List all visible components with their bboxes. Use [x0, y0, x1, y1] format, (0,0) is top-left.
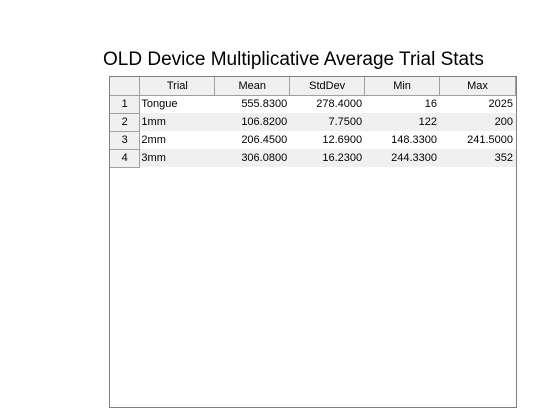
cell-max[interactable]: 352: [439, 149, 516, 167]
cell-max[interactable]: 200: [439, 113, 516, 131]
cell-min[interactable]: 244.3300: [364, 149, 441, 167]
stats-table: Trial Mean StdDev Min Max 1 Tongue 555.8…: [110, 77, 516, 168]
table-title: OLD Device Multiplicative Average Trial …: [103, 49, 484, 70]
cell-max[interactable]: 241.5000: [439, 131, 516, 149]
column-header-trial[interactable]: Trial: [139, 77, 216, 96]
cell-trial[interactable]: 3mm: [139, 149, 216, 167]
row-header[interactable]: 2: [110, 113, 141, 132]
table-row[interactable]: 4 3mm 306.0800 16.2300 244.3300 352: [110, 149, 516, 168]
column-header-min[interactable]: Min: [364, 77, 441, 96]
corner-header[interactable]: [110, 77, 141, 96]
cell-mean[interactable]: 106.8200: [214, 113, 291, 131]
cell-trial[interactable]: Tongue: [139, 95, 216, 113]
header-row: Trial Mean StdDev Min Max: [110, 77, 516, 96]
cell-mean[interactable]: 306.0800: [214, 149, 291, 167]
cell-stddev[interactable]: 12.6900: [289, 131, 366, 149]
cell-min[interactable]: 16: [364, 95, 441, 113]
row-header[interactable]: 3: [110, 131, 141, 150]
cell-stddev[interactable]: 16.2300: [289, 149, 366, 167]
cell-stddev[interactable]: 7.7500: [289, 113, 366, 131]
data-grid[interactable]: Trial Mean StdDev Min Max 1 Tongue 555.8…: [109, 76, 517, 408]
cell-trial[interactable]: 1mm: [139, 113, 216, 131]
row-header[interactable]: 4: [110, 149, 141, 168]
table-row[interactable]: 1 Tongue 555.8300 278.4000 16 2025: [110, 95, 516, 114]
column-header-mean[interactable]: Mean: [214, 77, 291, 96]
cell-max[interactable]: 2025: [439, 95, 516, 113]
cell-min[interactable]: 148.3300: [364, 131, 441, 149]
cell-min[interactable]: 122: [364, 113, 441, 131]
cell-mean[interactable]: 555.8300: [214, 95, 291, 113]
table-row[interactable]: 2 1mm 106.8200 7.7500 122 200: [110, 113, 516, 132]
column-header-stddev[interactable]: StdDev: [289, 77, 366, 96]
cell-trial[interactable]: 2mm: [139, 131, 216, 149]
column-header-max[interactable]: Max: [439, 77, 516, 96]
cell-stddev[interactable]: 278.4000: [289, 95, 366, 113]
cell-mean[interactable]: 206.4500: [214, 131, 291, 149]
row-header[interactable]: 1: [110, 95, 141, 114]
table-row[interactable]: 3 2mm 206.4500 12.6900 148.3300 241.5000: [110, 131, 516, 150]
